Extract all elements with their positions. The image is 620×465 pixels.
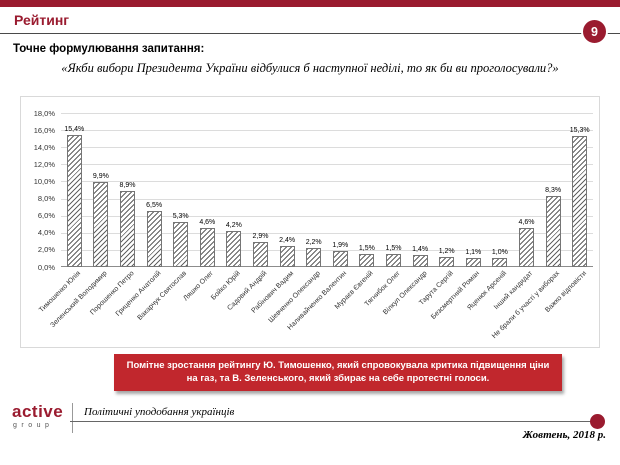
page-number: 9 [591,24,598,39]
question-text: «Якби вибори Президента України відбулис… [61,61,559,75]
bar [332,250,348,267]
bar-value-label: 1,2% [438,247,455,255]
y-axis-tick-label: 12,0% [33,159,55,169]
y-axis-tick-label: 4,0% [37,228,55,238]
page-number-badge: 9 [581,18,608,45]
bar-value-label: 1,4% [412,246,429,254]
bar-value-label: 6,5% [146,202,163,210]
gridline [61,147,593,149]
bar [279,246,295,267]
y-axis-tick-label: 16,0% [33,125,55,135]
bar-value-label: 1,5% [358,245,375,253]
x-axis-labels: Тимошенко Юлія Зеленський Володимир Пороше… [38,267,593,347]
y-axis-tick-label: 0,0% [37,262,55,272]
plot-area: 15,4% 9,9% 8,9% 6,5% 5,3% 4,6% 4,2% 2,9% 2,4% 2,2… [61,113,593,267]
bar [545,196,561,267]
bar-value-label: 2,9% [252,233,269,241]
footer-rule [70,421,597,422]
top-accent-bar [0,0,620,7]
bar-value-label: 2,4% [279,237,296,245]
header-rule [0,33,620,34]
footer-tagline: Політичні уподобання українців [84,406,235,418]
bar [93,182,109,267]
y-axis-tick-label: 18,0% [33,108,55,118]
gridline [61,215,593,217]
bar-value-label: 2,2% [305,239,322,247]
gridline [61,181,593,183]
bar-value-label: 1,0% [491,249,508,257]
bar [226,231,242,267]
bar-value-label: 15,4% [64,126,85,134]
bar [572,136,588,267]
bar [306,248,322,267]
bar-value-label: 8,9% [119,181,136,189]
gridline [61,164,593,166]
logo-wordmark-group: group [13,422,54,429]
y-axis-tick-label: 2,0% [37,245,55,255]
y-axis-tick-label: 10,0% [33,176,55,186]
x-axis-category-label: Шевченко Олександр [267,270,322,325]
bar [412,255,428,267]
y-axis-tick-label: 6,0% [37,211,55,221]
bar-value-label: 8,3% [545,187,562,194]
bar [439,256,455,267]
y-axis-tick-label: 14,0% [33,142,55,152]
bar [465,257,481,267]
bar [492,258,508,267]
gridline [61,113,593,114]
bar-value-label: 4,2% [225,222,242,230]
footer-date: Жовтень, 2018 р. [522,429,606,441]
gridline [61,249,593,251]
x-axis-category-label: Вакарчук Святослав [136,270,189,322]
gridline [61,232,593,234]
page-title: Рейтинг [14,12,70,28]
footer-divider [72,403,73,433]
bar [120,190,135,267]
bar-value-label: 15,3% [569,127,590,135]
bar [146,211,162,267]
callout-banner: Помітне зростання рейтингу Ю. Тимошенко,… [114,354,562,391]
bar-value-label: 4,6% [518,218,535,226]
bar-value-label: 1,1% [465,248,482,256]
x-axis-category-label: Безсмертний Роман [430,270,482,321]
active-group-logo: active group [12,403,63,429]
bar-chart: 0,0% 2,0% 4,0% 6,0% 8,0% 10,0% 12,0% 14,0% 16,0%… [20,96,600,348]
y-axis-tick-label: 8,0% [37,194,55,204]
question-label: Точне формулювання запитання: [13,43,205,55]
bar [359,254,375,267]
bar [199,227,215,267]
bar [386,254,401,267]
bar [66,135,82,267]
bar-value-label: 1,9% [332,241,349,249]
bar [173,221,189,267]
bar [519,227,534,267]
bar-value-label: 9,9% [92,173,109,181]
footer-dot-icon [590,414,605,429]
gridline [61,130,593,132]
logo-wordmark-active: active [12,402,64,421]
x-axis-line [61,266,593,267]
bar-value-label: 1,5% [385,245,402,253]
bar-value-label: 4,6% [199,218,216,226]
x-axis-category-label: Гриценко Анатолій [114,270,163,318]
bar-value-label: 5,3% [172,212,189,220]
bar [253,242,268,267]
gridline [61,198,593,200]
